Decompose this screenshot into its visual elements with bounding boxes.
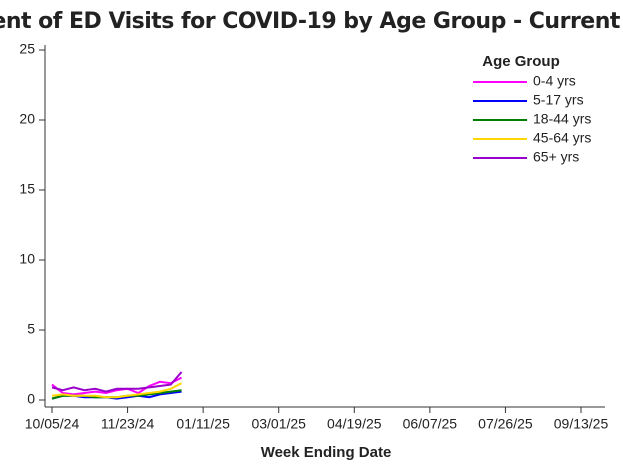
legend-label: 65+ yrs [533, 149, 579, 165]
series-line [51, 371, 183, 393]
x-axis-label: Week Ending Date [261, 444, 392, 461]
y-tick-label: 25 [19, 41, 35, 57]
legend-label: 0-4 yrs [533, 73, 576, 89]
y-tick-label: 10 [19, 251, 35, 267]
x-tick-label: 09/13/25 [554, 416, 609, 432]
y-tick-label: 5 [27, 321, 35, 337]
legend-label: 45-64 yrs [533, 130, 591, 146]
x-tick-label: 03/01/25 [251, 416, 306, 432]
chart-title: Percent of ED Visits for COVID-19 by Age… [0, 9, 623, 34]
series-line [51, 382, 183, 399]
x-tick-label: 11/23/24 [101, 416, 155, 432]
y-tick-label: 15 [19, 181, 35, 197]
x-tick-label: 10/05/24 [25, 416, 80, 432]
legend-label: 18-44 yrs [533, 111, 591, 127]
legend-label: 5-17 yrs [533, 92, 584, 108]
legend-title: Age Group [482, 53, 560, 70]
y-tick-label: 0 [27, 391, 35, 407]
y-tick-label: 20 [19, 111, 35, 127]
x-tick-label: 06/07/25 [403, 416, 458, 432]
x-tick-label: 01/11/25 [176, 416, 230, 432]
x-tick-label: 07/26/25 [478, 416, 533, 432]
x-tick-label: 04/19/25 [327, 416, 382, 432]
series-line [51, 376, 183, 396]
